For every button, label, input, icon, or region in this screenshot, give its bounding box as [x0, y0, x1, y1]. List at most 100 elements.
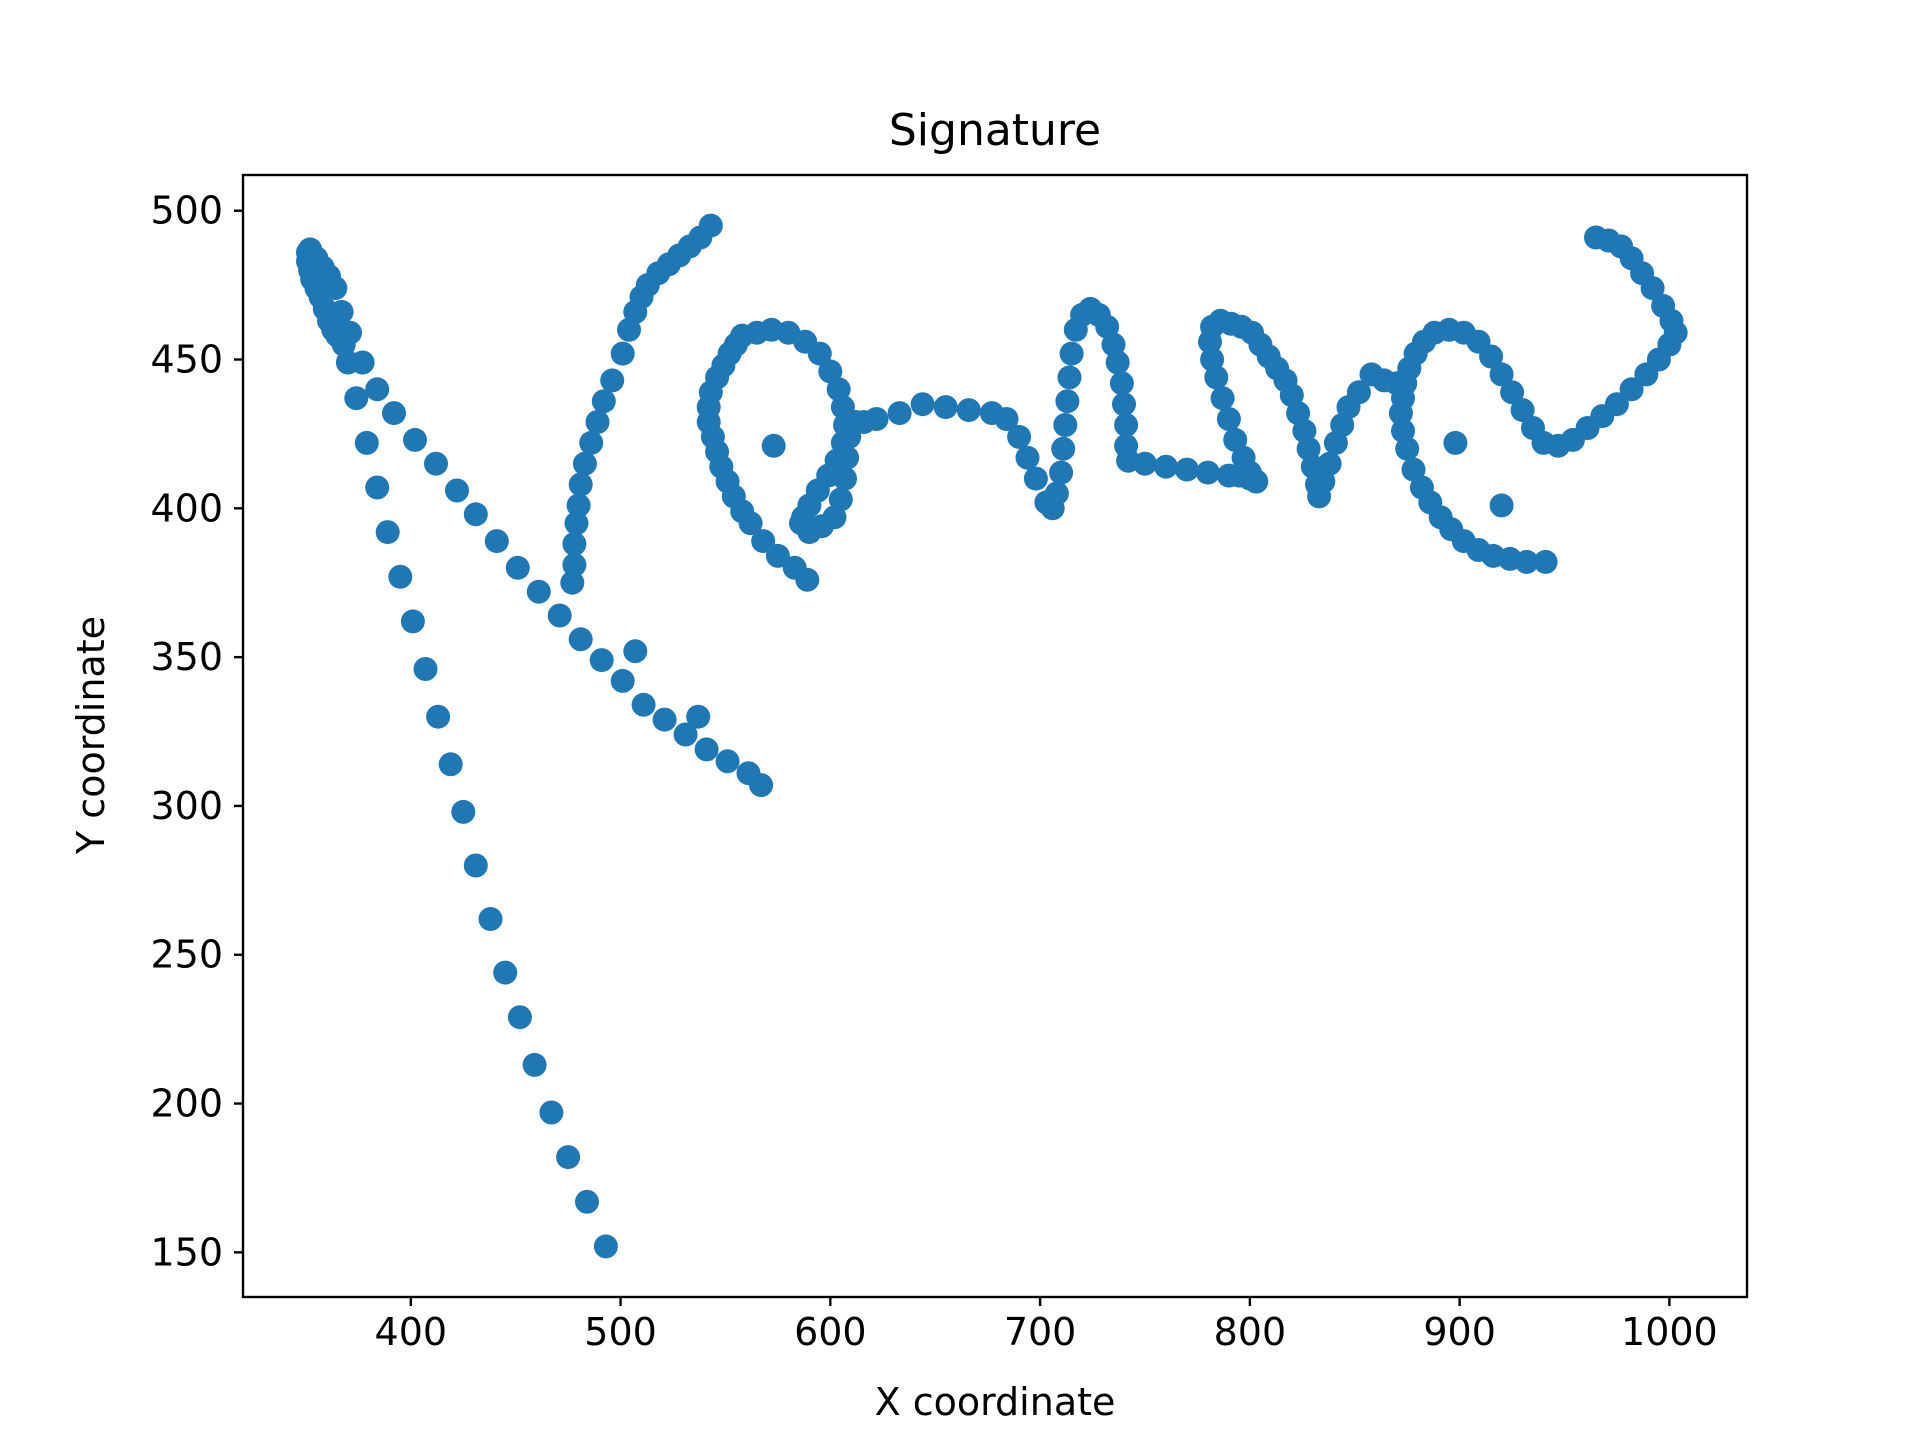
data-point	[564, 511, 589, 536]
data-point	[413, 657, 438, 681]
data-point	[1510, 398, 1535, 423]
data-point	[1204, 365, 1229, 390]
data-point	[864, 407, 889, 431]
data-point	[835, 445, 860, 470]
data-point	[1388, 401, 1413, 426]
data-point	[673, 722, 698, 747]
y-axis-label: Y coordinate	[69, 616, 113, 855]
data-point	[956, 398, 981, 423]
data-point	[484, 529, 509, 554]
data-point	[933, 395, 958, 420]
data-point	[994, 407, 1019, 431]
data-point	[1154, 454, 1178, 479]
data-point	[1109, 371, 1134, 396]
data-point	[1489, 362, 1514, 387]
data-point	[547, 603, 572, 628]
data-point	[1533, 549, 1558, 574]
plot-frame	[241, 173, 1749, 1299]
data-point	[575, 1189, 599, 1214]
data-point	[610, 341, 635, 366]
data-point	[1346, 380, 1371, 405]
data-point	[623, 639, 648, 664]
data-point	[526, 579, 551, 604]
data-point	[338, 320, 362, 345]
data-point	[1651, 293, 1676, 318]
data-point	[329, 299, 354, 324]
data-point	[568, 472, 593, 497]
data-point	[463, 853, 488, 878]
data-point	[556, 1145, 581, 1170]
data-point	[507, 1005, 532, 1030]
data-point	[887, 401, 912, 426]
data-point	[522, 1052, 547, 1077]
data-point	[715, 749, 740, 774]
data-point	[1114, 413, 1139, 437]
data-point	[738, 511, 763, 536]
data-point	[403, 427, 427, 452]
data-point	[365, 475, 390, 500]
data-point	[807, 341, 832, 366]
x-axis-label: X coordinate	[875, 1380, 1116, 1424]
x-axis: 400 500 600 700 800 900 1000	[375, 1297, 1718, 1354]
x-tick-label: 800	[1214, 1310, 1287, 1354]
data-point	[749, 773, 774, 798]
data-point	[1174, 457, 1199, 482]
data-point	[1223, 427, 1248, 452]
y-tick-label: 200	[150, 1082, 223, 1126]
y-tick-label: 450	[150, 338, 223, 382]
data-point	[566, 493, 591, 518]
data-point	[585, 410, 610, 434]
data-point	[1195, 460, 1220, 485]
data-point	[610, 668, 635, 693]
data-point	[1200, 347, 1225, 372]
data-point	[1049, 460, 1074, 485]
y-tick-label: 350	[150, 635, 223, 679]
data-point	[1059, 341, 1084, 366]
data-point	[1007, 424, 1032, 449]
data-point	[562, 552, 587, 577]
data-point	[560, 570, 585, 595]
x-tick-label: 600	[794, 1310, 867, 1354]
data-point	[463, 502, 488, 527]
data-point	[382, 401, 406, 426]
data-point	[751, 529, 776, 554]
y-axis: 150 200 250 300 350 400 450 500	[150, 189, 243, 1274]
data-point	[1101, 332, 1126, 357]
data-point	[1401, 457, 1426, 482]
data-point	[344, 386, 369, 411]
data-point	[1023, 466, 1048, 491]
data-point	[818, 359, 843, 384]
data-point	[478, 907, 503, 931]
data-point	[698, 213, 723, 238]
x-tick-label: 900	[1423, 1310, 1496, 1354]
data-point	[1105, 350, 1130, 375]
data-point	[1112, 392, 1136, 417]
data-point	[1391, 418, 1415, 443]
data-point	[631, 692, 656, 717]
data-point	[445, 478, 469, 503]
data-point	[451, 799, 476, 824]
y-tick-label: 500	[150, 189, 223, 233]
x-tick-label: 1000	[1621, 1310, 1718, 1354]
data-point	[1216, 407, 1241, 431]
data-point	[1053, 413, 1078, 437]
data-point	[562, 532, 587, 556]
data-point	[1015, 445, 1040, 470]
data-point	[589, 648, 614, 673]
data-point	[400, 609, 425, 634]
data-points	[296, 213, 1688, 1259]
data-point	[828, 487, 853, 512]
data-point	[365, 377, 390, 402]
y-tick-label: 250	[150, 933, 223, 977]
x-tick-label: 400	[375, 1310, 448, 1354]
y-tick-label: 300	[150, 784, 223, 828]
data-point	[1514, 549, 1539, 574]
chart-title: Signature	[889, 105, 1101, 156]
data-point	[1292, 418, 1317, 443]
data-point	[568, 627, 593, 652]
data-point	[1619, 377, 1644, 402]
data-point	[600, 368, 625, 393]
data-point	[424, 451, 448, 476]
data-point	[572, 451, 597, 476]
